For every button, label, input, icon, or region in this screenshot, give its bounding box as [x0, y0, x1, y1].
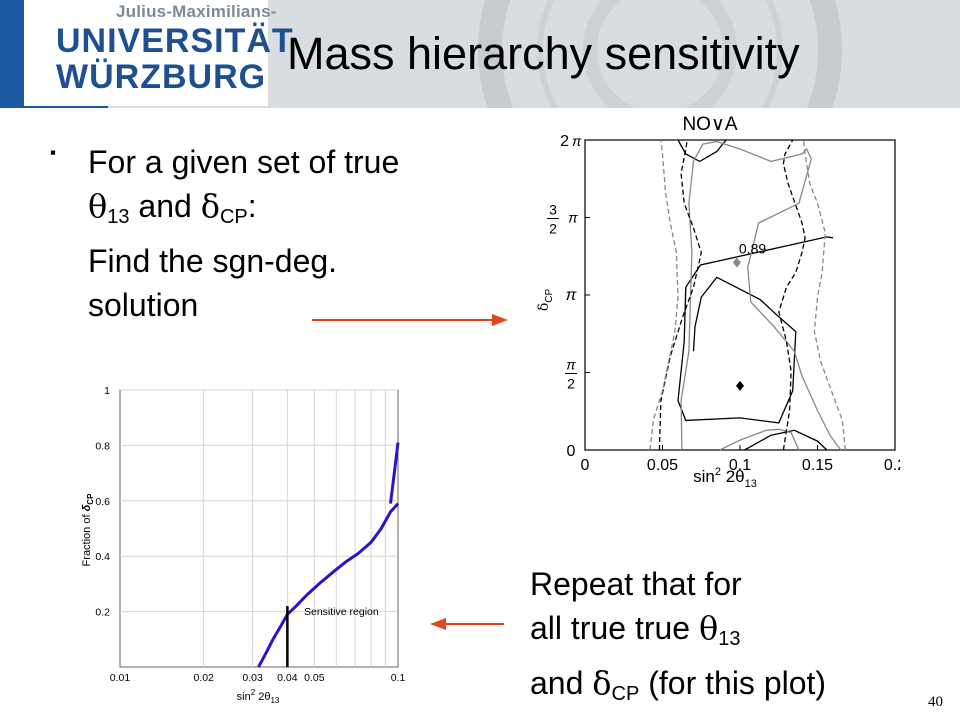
fraction-curve-0	[257, 502, 400, 668]
repeat-line-2: all true true θ13	[530, 606, 826, 661]
theta-symbol-2: θ	[698, 609, 719, 647]
contour-ytick-label-0: 0	[567, 443, 576, 460]
repeat-text: Repeat that for all true true θ13 and δC…	[530, 562, 826, 716]
university-seal-watermark	[478, 0, 842, 108]
arrow-to-contour	[312, 314, 508, 326]
fraction-xtick-label-5: 0.1	[391, 672, 406, 684]
contour-ylabel: δCP	[536, 289, 555, 312]
contour-line-0	[677, 236, 834, 424]
delta-subscript: CP	[219, 206, 248, 228]
bullet-and: and	[129, 188, 201, 224]
marker-sgn-deg	[732, 257, 741, 268]
contour-xlabel: sin2 2θ13	[693, 466, 757, 490]
contour-title: NO∨A	[682, 114, 737, 135]
contour-line-2	[744, 429, 828, 451]
theta-symbol: θ	[88, 187, 108, 225]
fraction-ytick-label-3: 0.8	[95, 440, 110, 452]
contour-plot: NO∨A 0.89 00.050.10.150.20π2π32π2π sin2 …	[536, 114, 900, 490]
contour-line-8	[802, 139, 847, 451]
bullet-text: For a given set of true θ13 and δCP: Fin…	[88, 140, 399, 327]
delta-subscript-2: CP	[611, 683, 640, 705]
fraction-ytick-label-1: 0.4	[95, 551, 110, 563]
bullet-line-4: solution	[88, 287, 199, 323]
bullet-line-1: For a given set of true	[88, 144, 400, 180]
contour-xtick-label-4: 0.2	[884, 457, 900, 474]
contour-line-1	[677, 139, 727, 163]
fraction-plot: 0.01 0.02 0.03 0.04 0.05 0.1 0.2 0.4 0.6 0.8 1 Sen…	[81, 385, 406, 705]
fraction-ytick-label-2: 0.6	[95, 496, 110, 508]
bullet-marker: ▪	[50, 143, 57, 162]
repeat-line-3: and δCP (for this plot)	[530, 661, 826, 716]
fraction-xtick-label-2: 0.03	[242, 672, 263, 684]
bullet-colon: :	[247, 188, 257, 224]
logo-line-1: UNIVERSITÄT	[56, 22, 294, 60]
contour-line-6	[778, 139, 806, 451]
page-number: 40	[928, 694, 943, 710]
contour-line-3	[680, 140, 842, 451]
bullet-line-3: Find the sgn-deg.	[88, 243, 338, 279]
contour-frame	[584, 139, 896, 451]
contour-line-4	[719, 428, 800, 451]
fraction-xtick-label-4: 0.05	[304, 672, 325, 684]
delta-symbol: δ	[200, 187, 220, 225]
fraction-xtick-label-3: 0.04	[277, 672, 298, 684]
arrow-to-fraction	[430, 618, 504, 630]
logo-line-2: WÜRZBURG	[56, 58, 267, 96]
repeat-line-2-text: all true true	[530, 610, 699, 646]
marker-true	[736, 380, 744, 391]
fraction-ylabel: Fraction of δCP	[81, 493, 95, 567]
fraction-xlabel: sin2 2θ13	[237, 688, 280, 705]
contour-ytick-pi-3: π	[568, 210, 578, 226]
contour-xtick-label-3: 0.15	[802, 457, 833, 474]
fraction-annotation: Sensitive region	[304, 606, 379, 618]
contour-ytick-label-1-b: 2	[567, 376, 575, 392]
repeat-line-1: Repeat that for	[530, 566, 742, 602]
marker-label-sgn-deg: 0.89	[739, 241, 766, 257]
contour-ytick-label-3-b: 2	[549, 221, 557, 237]
contour-line-5	[658, 139, 702, 451]
contour-ytick-label-4: 2	[560, 133, 569, 150]
theta-subscript-2: 13	[718, 628, 741, 650]
delta-symbol-2: δ	[592, 664, 612, 702]
fraction-xtick-label-1: 0.02	[193, 672, 214, 684]
fraction-ytick-label-4: 1	[104, 385, 110, 397]
contour-ytick-label-3: 3	[549, 202, 557, 218]
slide-title: Mass hierarchy sensitivity	[287, 28, 800, 79]
logo-small-text: Julius-Maximilians-	[116, 2, 277, 21]
contour-xtick-label-1: 0.05	[647, 457, 678, 474]
header-banner: Julius-Maximilians- UNIVERSITÄT WÜRZBURG	[0, 0, 960, 108]
repeat-line-3-text: and	[530, 665, 593, 701]
fraction-frame	[119, 389, 399, 668]
contour-ytick-label-2: π	[566, 287, 577, 304]
logo-panel	[24, 0, 268, 106]
fraction-xtick-label-0: 0.01	[110, 672, 131, 684]
bullet-line-2: θ13 and δCP:	[88, 184, 399, 239]
contour-xtick-label-0: 0	[581, 457, 590, 474]
contour-ytick-label-4-b: π	[572, 133, 582, 149]
fraction-curve-1	[389, 442, 400, 504]
contour-ytick-label-1: π	[566, 357, 576, 373]
repeat-line-3-end: (for this plot)	[639, 665, 827, 701]
contour-xtick-label-2: 0.1	[729, 457, 751, 474]
theta-subscript: 13	[107, 206, 130, 228]
contour-line-7	[649, 139, 679, 451]
fraction-ytick-label-0: 0.2	[95, 607, 110, 619]
